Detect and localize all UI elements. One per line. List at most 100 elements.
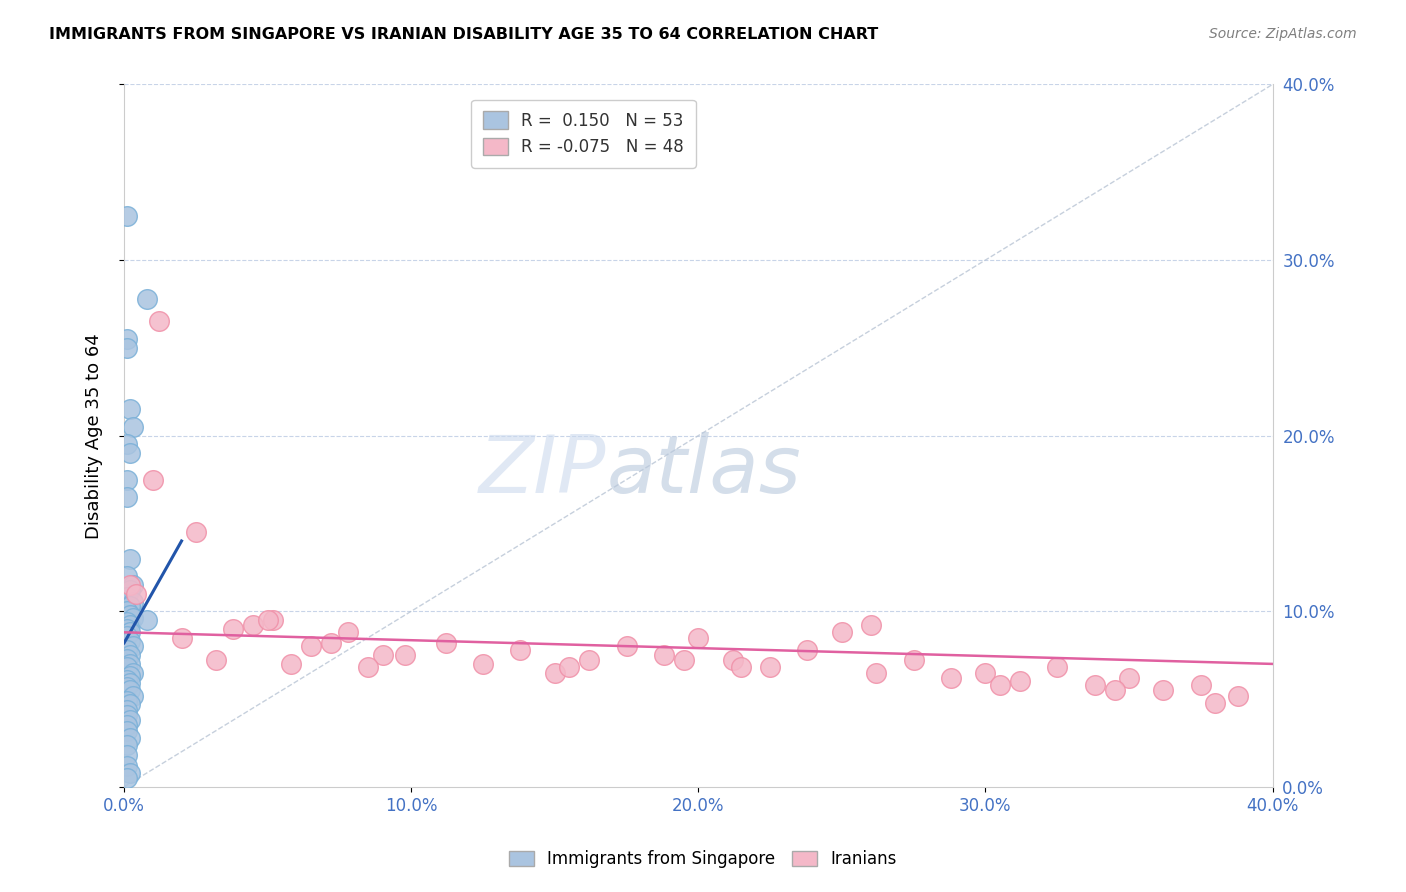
Point <box>115 651 138 665</box>
Point <box>118 657 141 671</box>
Point <box>205 653 228 667</box>
Point <box>1008 674 1031 689</box>
Point <box>1083 678 1105 692</box>
Text: atlas: atlas <box>606 432 801 509</box>
Point <box>394 648 416 662</box>
Point <box>118 599 141 613</box>
Point <box>759 660 782 674</box>
Point <box>118 731 141 745</box>
Point <box>1152 683 1174 698</box>
Point <box>121 640 143 654</box>
Point <box>115 590 138 604</box>
Point <box>115 673 138 687</box>
Point <box>1046 660 1069 674</box>
Point <box>299 640 322 654</box>
Point <box>115 615 138 629</box>
Point <box>121 578 143 592</box>
Point <box>1204 696 1226 710</box>
Point <box>357 660 380 674</box>
Point <box>118 669 141 683</box>
Point <box>118 676 141 690</box>
Point <box>558 660 581 674</box>
Point <box>115 702 138 716</box>
Point <box>1189 678 1212 692</box>
Point <box>121 611 143 625</box>
Point <box>118 446 141 460</box>
Point <box>115 341 138 355</box>
Point <box>115 758 138 772</box>
Point <box>118 698 141 712</box>
Point <box>136 613 159 627</box>
Point <box>371 648 394 662</box>
Point <box>184 525 207 540</box>
Point <box>652 648 675 662</box>
Point <box>118 634 141 648</box>
Point <box>118 578 141 592</box>
Point <box>730 660 752 674</box>
Point <box>115 490 138 504</box>
Point <box>115 723 138 738</box>
Point <box>118 607 141 622</box>
Point <box>578 653 600 667</box>
Point <box>115 680 138 694</box>
Point <box>796 643 818 657</box>
Point <box>121 420 143 434</box>
Point <box>118 713 141 727</box>
Point <box>262 613 284 627</box>
Point <box>988 678 1011 692</box>
Point <box>939 671 962 685</box>
Point <box>118 551 141 566</box>
Point <box>148 314 170 328</box>
Point <box>142 473 165 487</box>
Point <box>256 613 278 627</box>
Point <box>115 569 138 583</box>
Text: ZIP: ZIP <box>479 432 606 509</box>
Point <box>115 209 138 223</box>
Point <box>115 694 138 708</box>
Point <box>115 718 138 732</box>
Point <box>118 683 141 698</box>
Point <box>115 332 138 346</box>
Point <box>672 653 695 667</box>
Point <box>121 665 143 680</box>
Point <box>280 657 302 671</box>
Point <box>544 665 567 680</box>
Point <box>688 631 710 645</box>
Point <box>115 738 138 752</box>
Point <box>859 618 882 632</box>
Point <box>509 643 531 657</box>
Point <box>118 765 141 780</box>
Point <box>865 665 887 680</box>
Point <box>115 437 138 451</box>
Point <box>472 657 495 671</box>
Point <box>115 748 138 763</box>
Point <box>115 622 138 636</box>
Point <box>124 587 146 601</box>
Point <box>115 771 138 785</box>
Point <box>222 622 245 636</box>
Text: Source: ZipAtlas.com: Source: ZipAtlas.com <box>1209 27 1357 41</box>
Point <box>115 660 138 674</box>
Point <box>337 625 360 640</box>
Point <box>115 707 138 722</box>
Point <box>1227 689 1250 703</box>
Point <box>319 636 342 650</box>
Point <box>1104 683 1126 698</box>
Point <box>118 402 141 417</box>
Point <box>831 625 853 640</box>
Point <box>170 631 193 645</box>
Point <box>118 648 141 662</box>
Y-axis label: Disability Age 35 to 64: Disability Age 35 to 64 <box>86 333 103 539</box>
Point <box>115 604 138 618</box>
Point <box>242 618 264 632</box>
Point <box>136 292 159 306</box>
Point <box>118 583 141 598</box>
Point <box>974 665 997 680</box>
Point <box>115 473 138 487</box>
Legend: Immigrants from Singapore, Iranians: Immigrants from Singapore, Iranians <box>502 844 904 875</box>
Point <box>903 653 925 667</box>
Legend: R =  0.150   N = 53, R = -0.075   N = 48: R = 0.150 N = 53, R = -0.075 N = 48 <box>471 100 696 168</box>
Point <box>115 629 138 643</box>
Point <box>721 653 744 667</box>
Point <box>434 636 457 650</box>
